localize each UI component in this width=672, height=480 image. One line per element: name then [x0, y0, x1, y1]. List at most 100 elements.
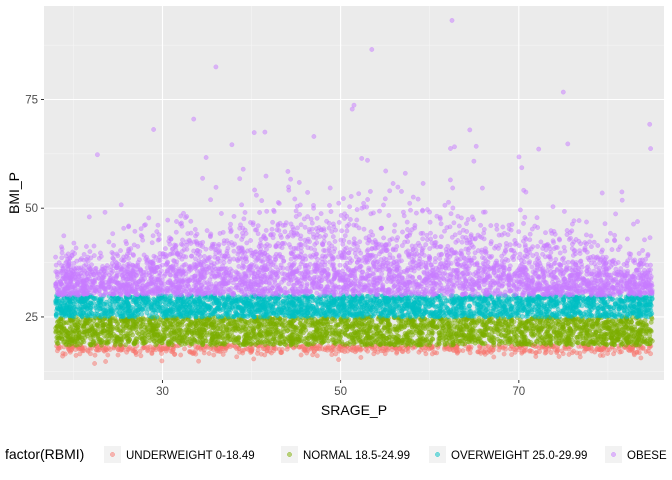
point-underweight — [352, 349, 358, 355]
point-normal — [378, 334, 384, 340]
point-normal — [347, 341, 352, 347]
point-normal — [647, 326, 652, 332]
point-normal — [636, 336, 642, 341]
point-normal — [330, 337, 336, 343]
point-normal — [340, 329, 345, 335]
point-normal — [569, 337, 575, 343]
point-underweight — [634, 349, 640, 355]
point-normal — [422, 322, 427, 328]
point-normal — [266, 321, 272, 327]
point-underweight — [533, 354, 539, 359]
point-normal — [83, 318, 89, 323]
point-normal — [59, 334, 64, 340]
point-normal — [565, 321, 571, 327]
point-underweight — [496, 347, 502, 353]
point-normal — [644, 338, 649, 344]
point-normal — [63, 342, 69, 348]
point-normal — [522, 341, 527, 347]
point-normal — [185, 330, 191, 335]
point-underweight — [560, 351, 566, 357]
point-normal — [436, 338, 442, 344]
point-normal — [273, 327, 279, 333]
point-normal — [548, 342, 554, 348]
point-normal — [589, 318, 594, 324]
point-normal — [93, 330, 99, 336]
point-normal — [460, 323, 466, 329]
point-underweight — [311, 348, 317, 354]
point-normal — [101, 322, 106, 327]
point-normal — [446, 324, 452, 330]
point-normal — [72, 328, 78, 334]
point-underweight — [491, 354, 497, 360]
point-normal — [359, 320, 364, 326]
point-normal — [195, 320, 201, 326]
point-normal — [629, 319, 634, 325]
point-normal — [375, 324, 381, 330]
point-underweight — [592, 349, 598, 355]
point-normal — [77, 330, 83, 336]
point-underweight — [268, 350, 274, 356]
point-underweight — [543, 349, 549, 355]
point-underweight — [159, 358, 165, 364]
point-underweight — [371, 351, 377, 357]
point-normal — [628, 325, 634, 331]
point-underweight — [92, 352, 98, 358]
data-points — [53, 17, 655, 366]
point-normal — [426, 340, 432, 345]
point-normal — [517, 319, 523, 325]
point-normal — [410, 332, 415, 338]
point-normal — [459, 332, 465, 338]
point-normal — [195, 330, 200, 336]
point-normal — [409, 338, 415, 344]
point-underweight — [482, 348, 488, 353]
point-normal — [554, 327, 560, 333]
point-normal — [213, 340, 219, 345]
point-underweight — [619, 349, 624, 355]
point-normal — [584, 330, 590, 336]
point-underweight — [381, 348, 387, 354]
point-normal — [470, 325, 476, 331]
point-normal — [492, 329, 498, 335]
point-normal — [436, 330, 442, 335]
point-underweight — [220, 351, 226, 357]
point-normal — [200, 340, 206, 346]
point-underweight — [329, 352, 335, 357]
point-normal — [602, 331, 608, 336]
point-normal — [247, 335, 253, 341]
point-normal — [481, 322, 487, 328]
point-underweight — [460, 348, 466, 353]
point-normal — [624, 336, 629, 342]
point-underweight — [511, 346, 516, 352]
point-normal — [386, 342, 392, 347]
point-normal — [358, 339, 364, 344]
point-normal — [370, 334, 375, 339]
point-underweight — [467, 350, 473, 356]
point-normal — [599, 326, 605, 331]
point-underweight — [69, 347, 75, 353]
point-normal — [197, 335, 203, 341]
point-underweight — [336, 357, 341, 362]
point-normal — [80, 337, 86, 343]
point-normal — [183, 339, 189, 345]
point-normal — [155, 329, 161, 334]
point-normal — [398, 321, 404, 327]
point-underweight — [182, 346, 187, 352]
point-normal — [228, 337, 234, 343]
point-normal — [281, 338, 286, 344]
point-normal — [595, 337, 601, 343]
point-normal — [319, 335, 324, 341]
point-normal — [499, 340, 505, 345]
point-normal — [437, 320, 442, 326]
point-normal — [217, 341, 223, 347]
point-normal — [118, 342, 123, 348]
point-normal — [529, 331, 534, 336]
point-normal — [343, 320, 348, 326]
point-normal — [176, 327, 182, 333]
point-normal — [605, 325, 611, 331]
point-normal — [476, 318, 482, 324]
point-underweight — [196, 358, 202, 364]
point-normal — [171, 330, 177, 336]
point-normal — [166, 341, 172, 346]
point-underweight — [577, 350, 583, 356]
